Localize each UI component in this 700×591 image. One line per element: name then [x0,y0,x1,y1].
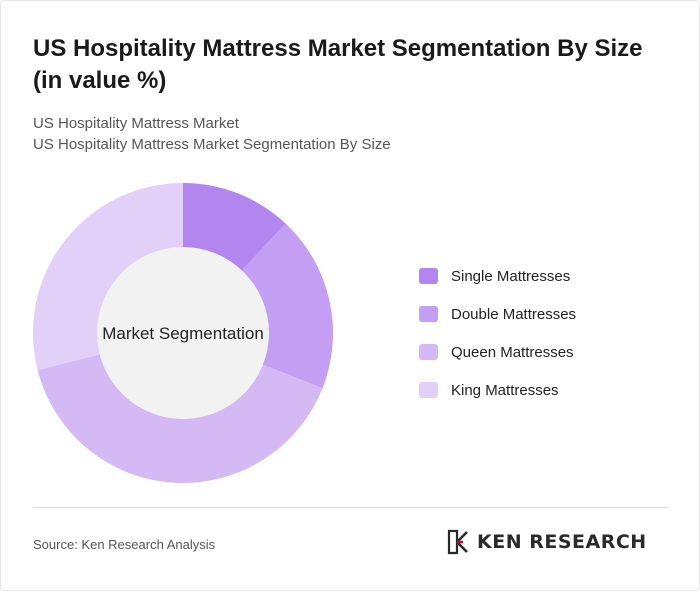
ken-research-logo-text: KEN RESEARCH [477,531,647,553]
chart-subtitle-market: US Hospitality Mattress Market [33,115,239,132]
legend-label-double-mattresses: Double Mattresses [451,305,577,323]
source-note: Source: Ken Research Analysis [33,537,216,552]
legend-item-king-mattresses: King Mattresses [419,379,559,401]
ken-research-logo-icon [447,529,468,555]
legend-label-king-mattresses: King Mattresses [451,381,559,399]
donut-center-label: Market Segmentation [102,324,264,343]
donut-hole [97,247,269,419]
legend-swatch-queen-mattresses [419,344,438,360]
legend-item-queen-mattresses: Queen Mattresses [419,341,574,363]
legend-label-single-mattresses: Single Mattresses [451,267,571,285]
legend-item-double-mattresses: Double Mattresses [419,303,576,325]
footer-divider [33,507,669,508]
legend-swatch-double-mattresses [419,306,438,322]
legend-swatch-king-mattresses [419,382,438,398]
chart-subtitle-segmentation: US Hospitality Mattress Market Segmentat… [33,136,391,153]
donut-chart: Market Segmentation [32,183,334,483]
chart-title: US Hospitality Mattress Market Segmentat… [33,35,643,94]
legend-label-queen-mattresses: Queen Mattresses [451,343,574,361]
legend-item-single-mattresses: Single Mattresses [419,265,570,287]
legend-swatch-single-mattresses [419,268,438,284]
ken-research-logo: KEN RESEARCH [447,529,647,555]
